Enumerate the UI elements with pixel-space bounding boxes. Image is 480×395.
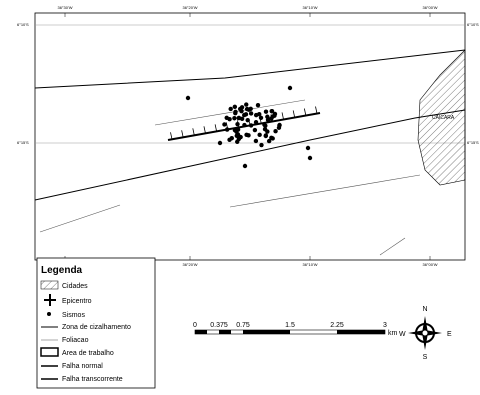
scale-label: 1.5: [285, 322, 295, 329]
legend-item: Foliacao: [62, 337, 89, 344]
earthquake: [232, 116, 237, 121]
earthquake: [242, 122, 247, 128]
grid-label: 36°10'W: [302, 5, 317, 10]
scale-unit: km: [388, 330, 398, 337]
city-label: CAICARA: [432, 115, 455, 121]
earthquake: [263, 109, 269, 114]
earthquake: [252, 127, 258, 133]
grid-label: 36°00'W: [422, 262, 437, 267]
earthquake: [263, 133, 269, 138]
compass-label: W: [399, 331, 406, 338]
legend-item: Sismos: [62, 312, 85, 319]
earthquake: [272, 111, 278, 117]
earthquake: [238, 134, 243, 140]
earthquake: [259, 142, 264, 148]
grid-label: 6°15'S: [467, 140, 479, 145]
fault-tick: [303, 108, 307, 116]
scale-label: 0: [193, 322, 197, 329]
scale-label: 0.375: [210, 322, 228, 329]
earthquake: [273, 129, 278, 134]
earthquake: [258, 115, 264, 120]
shear-zone: [34, 49, 466, 89]
earthquake: [246, 133, 251, 138]
earthquake: [265, 117, 271, 123]
earthquake: [244, 102, 249, 107]
earthquake: [236, 115, 242, 121]
earthquake: [255, 102, 261, 108]
legend-item: Area de trabalho: [62, 350, 114, 357]
earthquake: [245, 117, 250, 123]
scale-label: 0.75: [236, 322, 250, 329]
fault-tick: [181, 130, 184, 138]
earthquake: [253, 120, 259, 125]
grid-label: 36°00'W: [422, 5, 437, 10]
foliation: [39, 99, 421, 256]
grid-label: 36°30'W: [57, 5, 72, 10]
compass-label: S: [423, 354, 428, 361]
earthquake: [235, 121, 240, 127]
earthquake: [287, 85, 293, 91]
earthquake: [276, 125, 282, 130]
grid-label: 36°20'W: [182, 262, 197, 267]
earthquake: [307, 155, 313, 161]
earthquake: [234, 129, 239, 134]
earthquake: [265, 129, 270, 134]
earthquake: [224, 115, 229, 120]
earthquake: [232, 104, 238, 110]
earthquake: [239, 105, 245, 110]
earthquake: [227, 137, 232, 143]
earthquake: [222, 122, 227, 127]
earthquake: [217, 140, 223, 146]
fault-tick: [281, 112, 284, 120]
grid-label: 36°20'W: [182, 5, 197, 10]
earthquake: [224, 127, 230, 132]
fault-tick: [203, 126, 206, 134]
earthquake: [246, 107, 251, 112]
legend: Legenda Cidades Epicentro Sismos Zona de…: [36, 257, 156, 389]
scale-label: 2.25: [330, 322, 344, 329]
legend-item: Falha transcorrente: [62, 376, 123, 383]
earthquake: [248, 123, 254, 128]
grid-label: 36°10'W: [302, 262, 317, 267]
grid-label: 6°15'S: [17, 140, 29, 145]
earthquakes: [185, 85, 313, 169]
legend-title: Legenda: [41, 265, 83, 276]
city-area: [417, 49, 466, 186]
grid-label: 6°10'S: [467, 22, 479, 27]
earthquake: [239, 109, 244, 114]
earthquake: [242, 163, 248, 169]
earthquake: [228, 106, 233, 112]
legend-item: Falha normal: [62, 363, 103, 370]
earthquake: [266, 138, 272, 144]
legend-item: Zona de cizalhamento: [62, 324, 131, 331]
earthquake: [263, 123, 268, 128]
north-arrow: N S E W: [399, 306, 452, 361]
earthquake: [257, 132, 262, 138]
fault-tick: [315, 106, 318, 114]
grid-label: 6°10'S: [17, 22, 29, 27]
earthquake: [269, 108, 275, 114]
earthquake: [185, 95, 191, 101]
compass-label: N: [422, 306, 427, 313]
fault-tick: [292, 110, 296, 118]
earthquake: [305, 145, 311, 151]
fault-tick: [170, 132, 173, 140]
earthquake: [233, 110, 238, 116]
earthquake: [270, 136, 275, 141]
earthquake: [253, 138, 259, 144]
legend-item: Epicentro: [62, 298, 92, 305]
earthquake: [248, 111, 254, 116]
fault-tick: [214, 124, 218, 132]
shear-zone: [34, 109, 466, 201]
fault-tick: [192, 128, 195, 136]
earthquake: [257, 111, 262, 117]
scale-bar: 0 0.375 0.75 1.5 2.25 3 km: [193, 322, 397, 337]
earthquake: [242, 112, 247, 118]
earthquake: [234, 133, 239, 138]
scale-label: 3: [383, 322, 387, 329]
legend-item: Cidades: [62, 283, 88, 290]
compass-label: E: [447, 331, 452, 338]
